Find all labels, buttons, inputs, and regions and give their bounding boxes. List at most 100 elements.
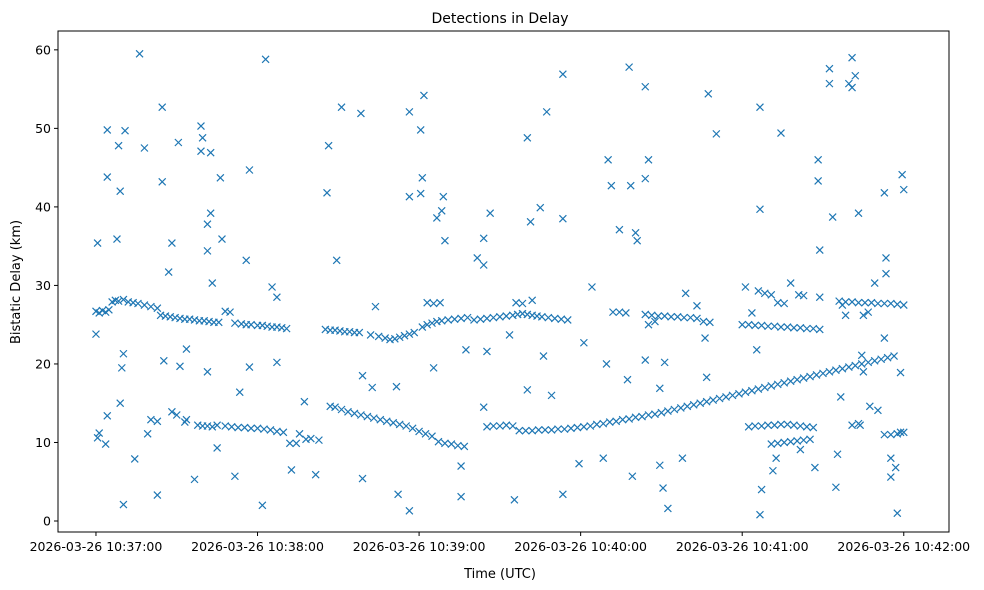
data-point-x-marker xyxy=(638,412,646,421)
data-point-x-marker xyxy=(886,299,895,308)
data-point-x-marker xyxy=(381,334,390,342)
data-point-x-marker xyxy=(783,323,792,331)
data-point-x-marker xyxy=(268,283,276,291)
data-point-x-marker xyxy=(358,474,367,483)
data-point-x-marker xyxy=(815,293,824,302)
x-tick-label: 2026-03-26 10:42:00 xyxy=(837,539,970,554)
data-point-x-marker xyxy=(563,316,572,324)
data-point-x-marker xyxy=(573,423,582,432)
data-point-x-marker xyxy=(216,173,225,182)
data-point-x-marker xyxy=(495,312,504,321)
data-point-x-marker xyxy=(95,308,104,317)
data-point-x-marker xyxy=(314,436,323,445)
data-point-x-marker xyxy=(806,435,814,444)
data-point-x-marker xyxy=(292,439,301,448)
data-point-x-marker xyxy=(457,492,466,501)
data-point-x-marker xyxy=(182,345,191,353)
data-point-x-marker xyxy=(626,181,635,190)
data-point-x-marker xyxy=(663,407,672,415)
data-point-x-marker xyxy=(213,444,222,452)
data-point-x-marker xyxy=(272,293,281,302)
data-point-x-marker xyxy=(870,279,879,287)
data-point-x-marker xyxy=(457,314,466,323)
data-point-x-marker xyxy=(230,472,239,481)
y-tick-label: 50 xyxy=(35,121,51,136)
data-point-x-marker xyxy=(523,133,532,142)
data-point-x-marker xyxy=(528,426,537,435)
data-point-x-marker xyxy=(226,308,234,317)
y-axis-label: Bistatic Delay (km) xyxy=(9,220,24,344)
data-point-x-marker xyxy=(764,421,772,430)
data-point-x-marker xyxy=(783,420,792,429)
data-point-x-marker xyxy=(358,371,367,380)
data-point-x-marker xyxy=(777,323,785,331)
data-point-x-marker xyxy=(402,422,411,430)
data-point-x-marker xyxy=(673,312,682,321)
data-point-x-marker xyxy=(392,382,401,391)
y-axis-ticks: 0 10 20 30 40 50 60 xyxy=(35,42,58,529)
data-point-x-marker xyxy=(592,420,601,429)
data-point-x-marker xyxy=(405,107,414,116)
y-tick-label: 40 xyxy=(35,199,51,214)
data-point-x-marker xyxy=(880,334,889,342)
data-point-x-marker xyxy=(143,429,152,438)
data-point-x-marker xyxy=(880,188,889,197)
data-point-x-marker xyxy=(253,424,262,433)
data-point-x-marker xyxy=(893,300,902,309)
data-point-x-marker xyxy=(628,472,637,481)
data-point-x-marker xyxy=(447,440,456,448)
data-point-x-marker xyxy=(812,371,821,379)
data-point-x-marker xyxy=(227,422,236,431)
data-point-x-marker xyxy=(704,89,713,98)
data-point-x-marker xyxy=(140,144,149,152)
data-point-x-marker xyxy=(772,454,781,463)
data-point-x-marker xyxy=(158,177,167,186)
data-point-x-marker xyxy=(395,333,404,342)
data-point-x-marker xyxy=(266,425,275,434)
data-point-x-marker xyxy=(198,133,207,142)
data-point-x-marker xyxy=(882,254,890,262)
data-point-x-marker xyxy=(203,220,212,229)
data-point-x-marker xyxy=(344,407,352,416)
data-point-x-marker xyxy=(709,396,718,404)
data-point-x-marker xyxy=(557,315,566,324)
data-point-x-marker xyxy=(272,427,281,436)
data-point-x-marker xyxy=(899,301,908,309)
data-point-x-marker xyxy=(371,302,380,311)
data-point-x-marker xyxy=(825,64,834,73)
data-point-x-marker xyxy=(374,332,383,341)
y-tick-label: 20 xyxy=(35,356,51,371)
data-point-x-marker xyxy=(833,450,842,459)
data-point-x-marker xyxy=(644,320,653,329)
data-point-x-marker xyxy=(641,310,650,319)
data-point-x-marker xyxy=(567,424,575,433)
data-point-x-marker xyxy=(521,426,530,435)
data-point-x-marker xyxy=(605,418,614,426)
data-point-x-marker xyxy=(395,420,404,429)
data-point-x-marker xyxy=(134,299,142,308)
data-point-x-marker xyxy=(119,500,128,509)
data-point-x-marker xyxy=(896,368,905,377)
data-point-x-marker xyxy=(631,413,640,422)
data-point-x-marker xyxy=(796,323,805,332)
data-point-x-marker xyxy=(612,417,621,426)
data-point-x-marker xyxy=(873,299,882,308)
data-point-x-marker xyxy=(760,383,769,392)
data-point-x-marker xyxy=(203,367,212,376)
data-point-x-marker xyxy=(741,388,750,397)
data-point-x-marker xyxy=(92,330,100,339)
data-point-x-marker xyxy=(756,510,764,519)
data-point-x-marker xyxy=(428,319,436,328)
data-point-x-marker xyxy=(405,506,414,515)
data-point-x-marker xyxy=(859,311,868,320)
data-point-x-marker xyxy=(394,490,403,499)
data-point-x-marker xyxy=(633,236,642,245)
data-point-x-marker xyxy=(323,188,331,197)
data-point-x-marker xyxy=(780,378,789,387)
data-point-x-marker xyxy=(523,385,532,394)
data-point-x-marker xyxy=(810,463,819,472)
data-point-x-marker xyxy=(400,331,409,340)
data-point-x-marker xyxy=(641,174,650,183)
data-point-x-marker xyxy=(234,423,243,432)
